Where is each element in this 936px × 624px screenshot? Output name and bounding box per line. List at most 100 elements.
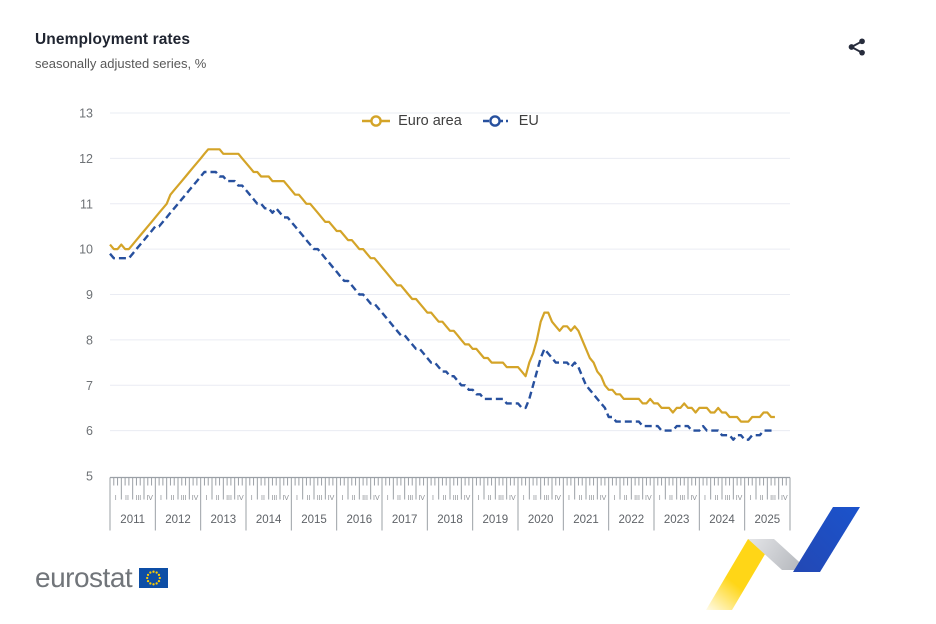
svg-text:III: III xyxy=(317,495,323,502)
svg-text:II: II xyxy=(352,495,356,502)
legend-marker-eu xyxy=(482,115,511,127)
eurostat-logo[interactable]: eurostat xyxy=(35,562,169,593)
svg-text:I: I xyxy=(115,495,117,502)
svg-text:IV: IV xyxy=(328,495,335,502)
svg-text:11: 11 xyxy=(80,197,93,211)
svg-text:I: I xyxy=(432,495,434,502)
svg-text:2020: 2020 xyxy=(528,514,554,526)
svg-text:I: I xyxy=(251,495,253,502)
svg-text:2015: 2015 xyxy=(301,514,327,526)
svg-text:I: I xyxy=(160,495,162,502)
svg-text:I: I xyxy=(387,495,389,502)
svg-text:III: III xyxy=(135,495,141,502)
svg-text:IV: IV xyxy=(509,495,516,502)
svg-text:IV: IV xyxy=(418,495,425,502)
svg-text:6: 6 xyxy=(86,424,93,438)
gridlines xyxy=(110,112,790,432)
legend-marker-euro-area xyxy=(362,115,391,127)
svg-text:2021: 2021 xyxy=(573,514,599,526)
svg-text:IV: IV xyxy=(282,495,289,502)
svg-text:II: II xyxy=(488,495,492,502)
svg-text:13: 13 xyxy=(79,107,93,121)
svg-text:5: 5 xyxy=(86,470,93,484)
svg-text:2012: 2012 xyxy=(165,514,191,526)
svg-text:III: III xyxy=(407,495,413,502)
svg-text:7: 7 xyxy=(86,379,93,393)
svg-text:IV: IV xyxy=(464,495,471,502)
svg-text:I: I xyxy=(568,495,570,502)
svg-text:IV: IV xyxy=(146,495,153,502)
legend-label-euro-area: Euro area xyxy=(398,113,462,129)
svg-text:I: I xyxy=(205,495,207,502)
svg-text:8: 8 xyxy=(86,333,93,347)
svg-text:II: II xyxy=(216,495,220,502)
share-button[interactable] xyxy=(843,33,871,61)
svg-text:9: 9 xyxy=(86,288,93,302)
svg-text:12: 12 xyxy=(79,152,93,166)
svg-text:III: III xyxy=(453,495,459,502)
svg-text:IV: IV xyxy=(237,495,244,502)
svg-text:III: III xyxy=(589,495,595,502)
share-icon xyxy=(848,38,865,56)
svg-text:II: II xyxy=(306,495,310,502)
svg-text:2017: 2017 xyxy=(392,514,418,526)
svg-text:I: I xyxy=(477,495,479,502)
svg-text:III: III xyxy=(679,495,685,502)
svg-text:I: I xyxy=(523,495,525,502)
svg-text:III: III xyxy=(181,495,187,502)
svg-text:II: II xyxy=(397,495,401,502)
eurostat-logo-text: eurostat xyxy=(35,562,133,593)
ribbon-grey-fold xyxy=(748,539,808,570)
svg-text:III: III xyxy=(226,495,232,502)
svg-text:III: III xyxy=(498,495,504,502)
svg-text:2023: 2023 xyxy=(664,514,690,526)
svg-text:II: II xyxy=(533,495,537,502)
chart-title: Unemployment rates xyxy=(35,31,191,48)
svg-text:IV: IV xyxy=(554,495,561,502)
svg-text:2011: 2011 xyxy=(120,514,145,526)
svg-text:II: II xyxy=(125,495,129,502)
svg-text:II: II xyxy=(442,495,446,502)
svg-text:2016: 2016 xyxy=(347,514,373,526)
legend-item-eu[interactable]: EU xyxy=(482,113,539,129)
decorative-ribbon xyxy=(706,507,860,610)
svg-text:III: III xyxy=(543,495,549,502)
svg-text:2018: 2018 xyxy=(437,514,463,526)
legend-item-euro-area[interactable]: Euro area xyxy=(361,113,462,129)
svg-text:III: III xyxy=(362,495,368,502)
chart-legend: Euro area EU xyxy=(110,113,790,129)
svg-text:I: I xyxy=(341,495,343,502)
series-eu[interactable] xyxy=(109,170,775,441)
svg-text:II: II xyxy=(578,495,582,502)
svg-text:III: III xyxy=(271,495,277,502)
svg-text:I: I xyxy=(659,495,661,502)
svg-text:I: I xyxy=(613,495,615,502)
svg-text:2019: 2019 xyxy=(483,514,509,526)
svg-text:III: III xyxy=(634,495,640,502)
series-euro-area[interactable] xyxy=(109,148,775,423)
svg-text:II: II xyxy=(669,495,673,502)
svg-text:2013: 2013 xyxy=(211,514,237,526)
svg-text:10: 10 xyxy=(79,243,93,257)
svg-text:2014: 2014 xyxy=(256,514,282,526)
svg-text:I: I xyxy=(296,495,298,502)
svg-text:IV: IV xyxy=(600,495,607,502)
legend-label-eu: EU xyxy=(518,113,539,129)
svg-text:IV: IV xyxy=(373,495,380,502)
svg-text:IV: IV xyxy=(645,495,652,502)
eu-flag-icon xyxy=(139,568,169,588)
chart-header: Unemployment rates seasonally adjusted s… xyxy=(35,31,206,71)
y-axis-labels: 5 6 7 8 9 10 11 12 13 xyxy=(79,107,93,484)
ribbon-blue-band xyxy=(793,507,860,572)
ribbon-yellow-band xyxy=(706,539,774,610)
chart-subtitle: seasonally adjusted series, % xyxy=(35,56,207,71)
svg-text:II: II xyxy=(261,495,265,502)
svg-text:IV: IV xyxy=(192,495,199,502)
svg-text:2022: 2022 xyxy=(619,514,645,526)
svg-text:II: II xyxy=(170,495,174,502)
svg-text:II: II xyxy=(624,495,628,502)
footer: eurostat xyxy=(35,562,169,593)
